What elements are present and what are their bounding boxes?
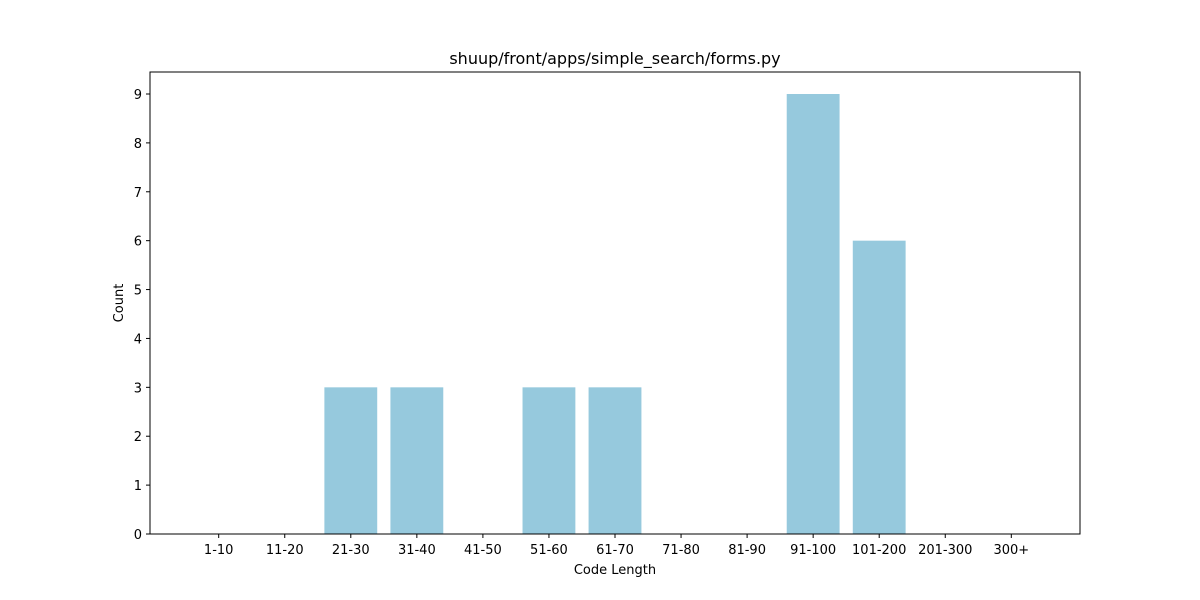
y-tick-label: 9 xyxy=(134,88,142,103)
y-tick-label: 2 xyxy=(134,430,142,445)
x-tick-label: 31-40 xyxy=(398,543,436,558)
y-tick-label: 3 xyxy=(134,381,142,396)
bar-101-200 xyxy=(852,240,906,534)
y-axis-title: Count xyxy=(112,284,127,323)
y-tick-label: 0 xyxy=(134,528,142,543)
x-tick-label: 71-80 xyxy=(662,543,700,558)
x-axis-ticks: 1-10 11-20 21-30 31-40 41-50 51-60 61-70 71-80 8… xyxy=(204,534,1029,558)
x-tick-label: 1-10 xyxy=(204,543,234,558)
y-axis-ticks: 0 1 2 3 4 5 6 7 8 9 xyxy=(134,88,150,543)
x-tick-label: 300+ xyxy=(993,543,1029,558)
x-tick-label: 21-30 xyxy=(332,543,370,558)
x-tick-label: 61-70 xyxy=(596,543,634,558)
bar-51-60 xyxy=(522,387,576,534)
x-tick-label: 101-200 xyxy=(852,543,906,558)
bar-21-30 xyxy=(324,387,378,534)
x-tick-label: 11-20 xyxy=(266,543,304,558)
y-tick-label: 5 xyxy=(134,284,142,299)
y-tick-label: 4 xyxy=(134,332,142,347)
x-tick-label: 81-90 xyxy=(728,543,766,558)
y-tick-label: 8 xyxy=(134,137,142,152)
plot-area-frame xyxy=(149,71,1081,535)
x-axis-title: Code Length xyxy=(574,563,656,578)
y-tick-label: 1 xyxy=(134,479,142,494)
y-tick-label: 7 xyxy=(134,186,142,201)
x-tick-label: 201-300 xyxy=(918,543,972,558)
bar-61-70 xyxy=(588,387,642,534)
y-tick-label: 6 xyxy=(134,235,142,250)
bar-91-100 xyxy=(786,94,840,534)
bar-31-40 xyxy=(390,387,444,534)
chart-title: shuup/front/apps/simple_search/forms.py xyxy=(449,49,780,69)
x-tick-label: 41-50 xyxy=(464,543,502,558)
bars-group xyxy=(324,94,906,534)
x-tick-label: 91-100 xyxy=(790,543,836,558)
x-tick-label: 51-60 xyxy=(530,543,568,558)
